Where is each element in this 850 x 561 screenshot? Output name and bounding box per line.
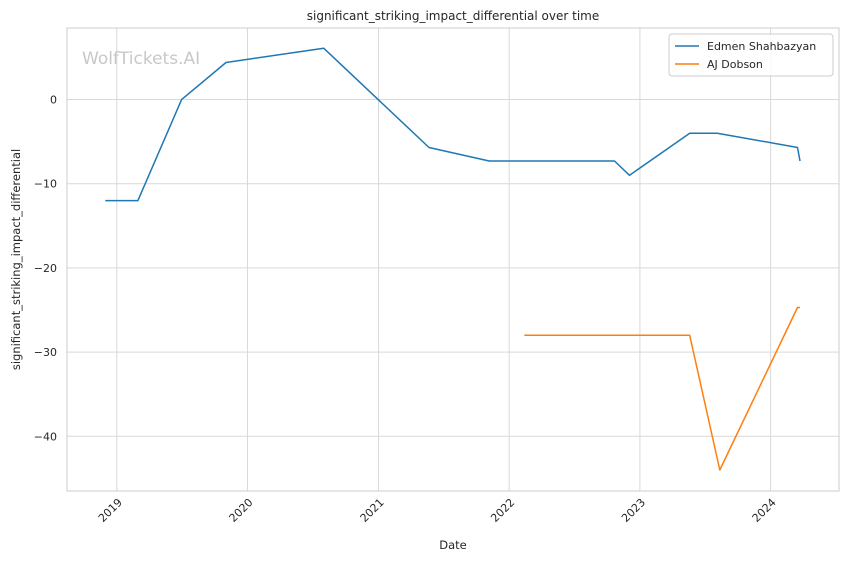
x-tick-label: 2023	[619, 496, 648, 525]
y-tick-label: 0	[50, 94, 57, 107]
watermark: WolfTickets.AI	[82, 49, 200, 69]
legend: Edmen Shahbazyan AJ Dobson	[668, 33, 834, 77]
y-tick-labels: 0 −10 −20 −30 −40	[34, 94, 57, 444]
plot-frame	[66, 27, 840, 492]
y-axis-label: significant_striking_impact_differential	[9, 149, 23, 370]
x-tick-labels: 2019 2020 2021 2022 2023 2024	[96, 496, 779, 525]
y-tick-label: −20	[34, 262, 57, 275]
chart-title: significant_striking_impact_differential…	[307, 9, 599, 23]
series-line-1	[105, 47, 801, 202]
x-tick-label: 2020	[227, 496, 256, 525]
series-lines	[105, 47, 801, 471]
grid	[67, 28, 839, 491]
y-tick-label: −40	[34, 430, 57, 443]
legend-label: AJ Dobson	[707, 58, 763, 71]
legend-box	[668, 33, 834, 77]
series-line-2	[524, 306, 800, 471]
x-tick-label: 2022	[488, 496, 517, 525]
legend-label: Edmen Shahbazyan	[707, 40, 816, 53]
y-tick-label: −30	[34, 346, 57, 359]
x-tick-label: 2021	[358, 496, 387, 525]
x-tick-label: 2019	[96, 496, 125, 525]
y-tick-label: −10	[34, 178, 57, 191]
x-tick-label: 2024	[750, 496, 779, 525]
x-axis-label: Date	[439, 538, 467, 552]
